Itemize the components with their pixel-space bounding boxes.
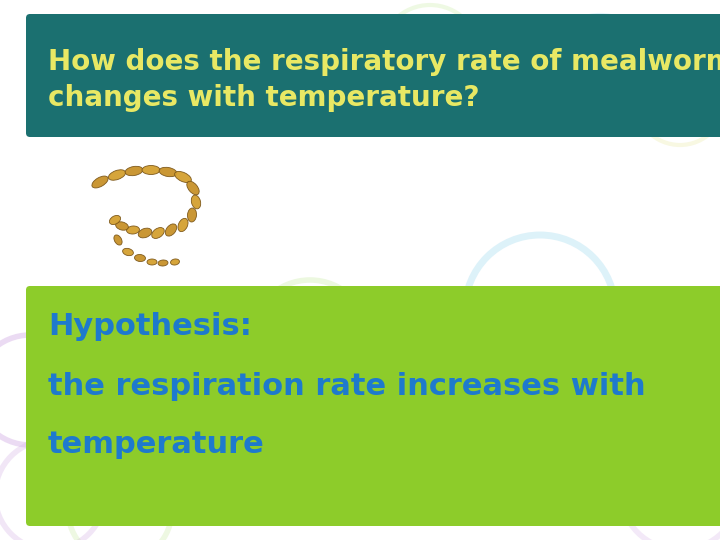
FancyBboxPatch shape — [26, 286, 720, 526]
Ellipse shape — [178, 218, 188, 232]
Text: changes with temperature?: changes with temperature? — [48, 84, 480, 112]
Ellipse shape — [175, 171, 192, 183]
FancyBboxPatch shape — [26, 14, 720, 137]
Text: temperature: temperature — [48, 430, 265, 459]
Ellipse shape — [192, 195, 201, 209]
Ellipse shape — [92, 176, 108, 188]
Ellipse shape — [159, 167, 177, 177]
Ellipse shape — [127, 226, 140, 234]
Ellipse shape — [171, 259, 179, 265]
Text: How does the respiratory rate of mealworms: How does the respiratory rate of mealwor… — [48, 48, 720, 76]
Ellipse shape — [186, 181, 199, 195]
Ellipse shape — [135, 254, 145, 261]
Ellipse shape — [187, 208, 197, 222]
Ellipse shape — [109, 170, 125, 180]
Ellipse shape — [142, 165, 160, 174]
Ellipse shape — [158, 260, 168, 266]
Ellipse shape — [166, 224, 176, 236]
Ellipse shape — [109, 215, 120, 225]
Text: Hypothesis:: Hypothesis: — [48, 312, 252, 341]
Ellipse shape — [138, 228, 152, 238]
Ellipse shape — [122, 248, 133, 255]
Ellipse shape — [116, 222, 128, 230]
Ellipse shape — [152, 227, 164, 239]
Ellipse shape — [147, 259, 157, 265]
Text: the respiration rate increases with: the respiration rate increases with — [48, 372, 646, 401]
Ellipse shape — [114, 235, 122, 245]
Ellipse shape — [125, 166, 143, 176]
